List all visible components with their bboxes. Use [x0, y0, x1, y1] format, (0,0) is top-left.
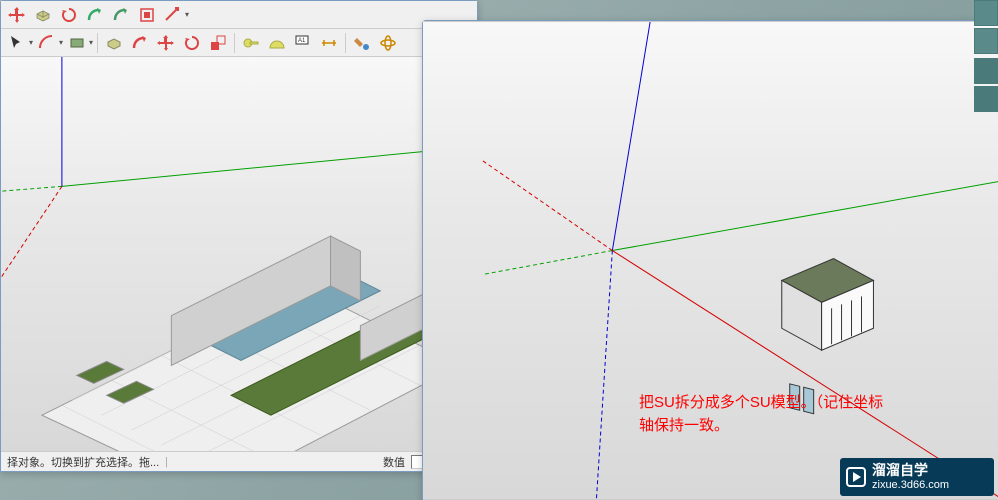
side-trays — [974, 0, 998, 112]
rect-icon[interactable] — [65, 31, 89, 55]
sketchup-window-left: ▾ ▾ ▾ ▾ A1 — [0, 0, 478, 472]
dropdown-arrow-icon[interactable]: ▾ — [185, 10, 189, 19]
tape-icon[interactable] — [161, 3, 185, 27]
annotation-text: 把SU拆分成多个SU模型。（记住坐标 轴保持一致。 — [639, 392, 883, 437]
dd1[interactable]: ▾ — [29, 38, 33, 47]
status-hint-left: 择对象。切换到扩充选择。拖... — [7, 454, 159, 470]
desktop: ▾ ▾ ▾ ▾ A1 — [0, 0, 998, 500]
text-icon[interactable]: A1 — [291, 31, 315, 55]
tray-tab-3[interactable] — [974, 58, 998, 84]
arc-icon[interactable] — [35, 31, 59, 55]
annotation-line2: 轴保持一致。 — [639, 415, 883, 438]
tape2-icon[interactable] — [239, 31, 263, 55]
followme-icon[interactable] — [83, 3, 107, 27]
scale3-icon[interactable] — [206, 31, 230, 55]
annotation-line1: 把SU拆分成多个SU模型。（记住坐标 — [639, 392, 883, 415]
axes-scene-left — [1, 57, 477, 451]
tray-tab-1[interactable] — [974, 0, 998, 26]
statusbar-left: 择对象。切换到扩充选择。拖... | 数值 — [1, 451, 477, 471]
model-building-right — [782, 259, 874, 414]
watermark: 溜溜自学 zixue.3d66.com — [840, 458, 994, 496]
dd2[interactable]: ▾ — [59, 38, 63, 47]
viewport-right[interactable]: 把SU拆分成多个SU模型。（记住坐标 轴保持一致。 — [423, 21, 998, 499]
dim-icon[interactable] — [317, 31, 341, 55]
followme2-icon[interactable] — [109, 3, 133, 27]
select-icon[interactable] — [5, 31, 29, 55]
pushpull-icon[interactable] — [31, 3, 55, 27]
viewport-left[interactable] — [1, 57, 477, 451]
tray-tab-4[interactable] — [974, 86, 998, 112]
toolbar-second-left: ▾ ▾ ▾ A1 — [1, 29, 477, 57]
watermark-url: zixue.3d66.com — [872, 479, 949, 491]
move3-icon[interactable] — [154, 31, 178, 55]
play-icon — [846, 467, 866, 487]
watermark-cn: 溜溜自学 — [872, 463, 949, 478]
tray-tab-2[interactable] — [974, 28, 998, 54]
toolbar-top-left: ▾ — [1, 1, 477, 29]
pushpull2-icon[interactable] — [102, 31, 126, 55]
dd3[interactable]: ▾ — [89, 38, 93, 47]
svg-text:A1: A1 — [298, 38, 306, 44]
rotate3-icon[interactable] — [180, 31, 204, 55]
move-icon[interactable] — [5, 3, 29, 27]
sketchup-window-right: 把SU拆分成多个SU模型。（记住坐标 轴保持一致。 ① | 选择对象。切换到扩充… — [422, 20, 998, 500]
orbit-icon[interactable] — [376, 31, 400, 55]
protractor-icon[interactable] — [265, 31, 289, 55]
paint-icon[interactable] — [350, 31, 374, 55]
rotate-icon[interactable] — [57, 3, 81, 27]
status-field-label-left: 数值 — [383, 454, 405, 470]
offset-icon[interactable] — [135, 3, 159, 27]
follow3-icon[interactable] — [128, 31, 152, 55]
